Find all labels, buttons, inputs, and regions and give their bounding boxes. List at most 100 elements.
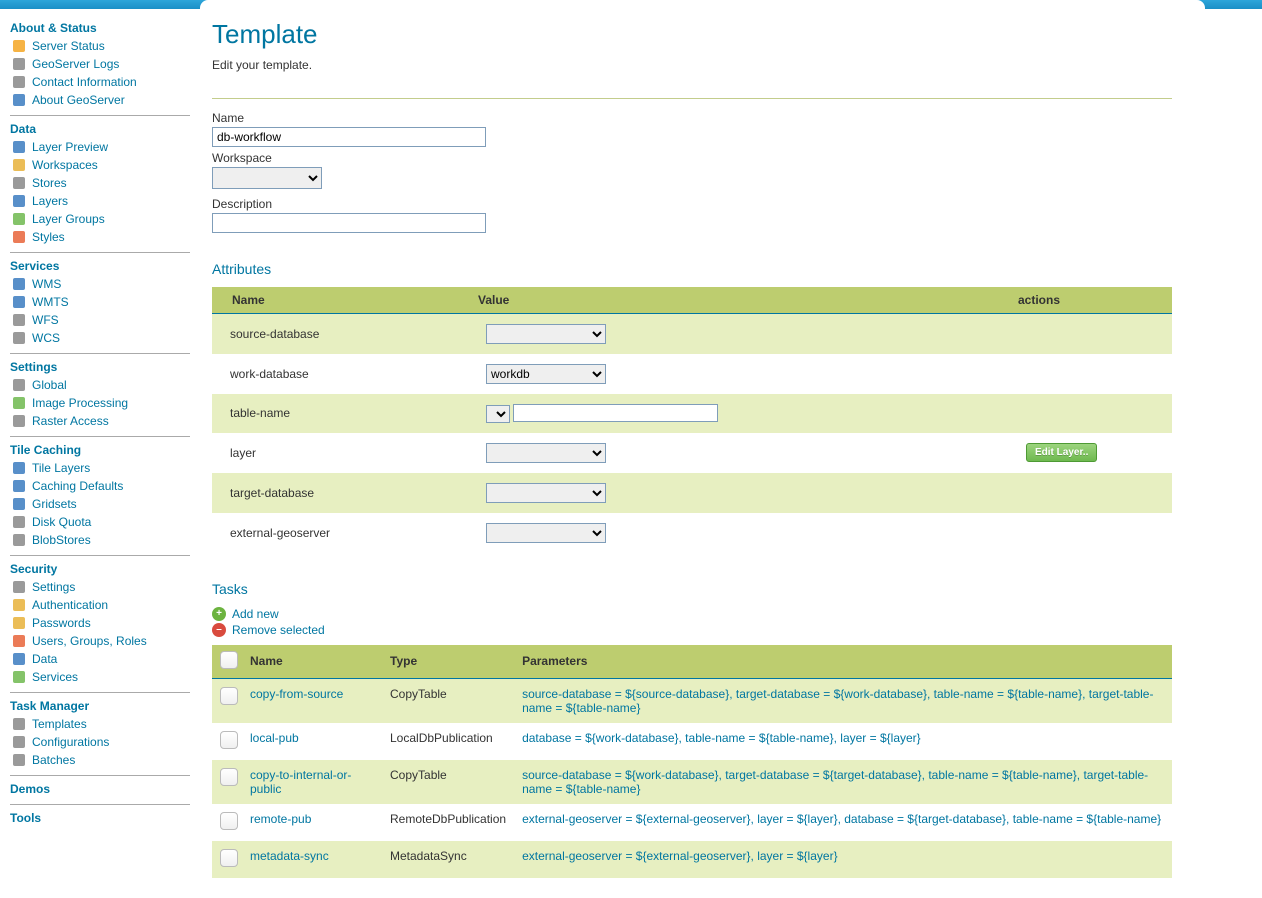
sidebar-link[interactable]: Disk Quota — [32, 514, 91, 530]
remove-selected-action[interactable]: – Remove selected — [212, 623, 1172, 637]
attr-select-external-geoserver[interactable] — [486, 523, 606, 543]
description-label: Description — [212, 197, 1172, 211]
layers-icon — [12, 194, 26, 208]
attr-row: target-database — [212, 473, 1172, 513]
attr-select-layer[interactable] — [486, 443, 606, 463]
task-checkbox[interactable] — [220, 731, 238, 749]
attr-mini-select-table-name[interactable] — [486, 405, 510, 423]
sidebar-link[interactable]: Raster Access — [32, 413, 109, 429]
sidebar-item-image-processing[interactable]: Image Processing — [10, 394, 190, 412]
sidebar-item-global[interactable]: Global — [10, 376, 190, 394]
task-name-link[interactable]: copy-from-source — [250, 687, 343, 701]
sidebar-item-authentication[interactable]: Authentication — [10, 596, 190, 614]
remove-selected-link[interactable]: Remove selected — [232, 623, 325, 637]
task-name-link[interactable]: copy-to-internal-or-public — [250, 768, 351, 796]
sidebar-item-blobstores[interactable]: BlobStores — [10, 531, 190, 549]
sidebar-item-stores[interactable]: Stores — [10, 174, 190, 192]
sidebar-item-layer-preview[interactable]: Layer Preview — [10, 138, 190, 156]
sidebar-item-caching-defaults[interactable]: Caching Defaults — [10, 477, 190, 495]
sidebar-item-styles[interactable]: Styles — [10, 228, 190, 246]
sidebar-item-tile-layers[interactable]: Tile Layers — [10, 459, 190, 477]
sidebar-link[interactable]: Users, Groups, Roles — [32, 633, 147, 649]
sidebar-item-geoserver-logs[interactable]: GeoServer Logs — [10, 55, 190, 73]
check-all[interactable] — [220, 651, 238, 669]
sidebar-link[interactable]: Data — [32, 651, 57, 667]
sidebar-link[interactable]: Contact Information — [32, 74, 137, 90]
sidebar-item-contact-information[interactable]: Contact Information — [10, 73, 190, 91]
sidebar-link[interactable]: Server Status — [32, 38, 105, 54]
task-checkbox[interactable] — [220, 849, 238, 867]
task-checkbox[interactable] — [220, 768, 238, 786]
sidebar-link[interactable]: WFS — [32, 312, 59, 328]
attr-select-work-database[interactable]: workdb — [486, 364, 606, 384]
sidebar-link[interactable]: GeoServer Logs — [32, 56, 119, 72]
sidebar-link[interactable]: Global — [32, 377, 67, 393]
sidebar-item-wfs[interactable]: WFS — [10, 311, 190, 329]
sidebar-item-raster-access[interactable]: Raster Access — [10, 412, 190, 430]
sidebar-link[interactable]: BlobStores — [32, 532, 91, 548]
attr-select-source-database[interactable] — [486, 324, 606, 344]
task-params-link[interactable]: database = ${work-database}, table-name … — [522, 731, 921, 745]
task-checkbox[interactable] — [220, 812, 238, 830]
sidebar-link[interactable]: Stores — [32, 175, 67, 191]
sidebar-link[interactable]: Passwords — [32, 615, 91, 631]
sidebar-item-data[interactable]: Data — [10, 650, 190, 668]
sidebar-item-templates[interactable]: Templates — [10, 715, 190, 733]
sidebar-link[interactable]: About GeoServer — [32, 92, 125, 108]
sidebar-link[interactable]: Layers — [32, 193, 68, 209]
task-name-link[interactable]: remote-pub — [250, 812, 311, 826]
sidebar-item-batches[interactable]: Batches — [10, 751, 190, 769]
edit-layer-button[interactable]: Edit Layer.. — [1026, 443, 1097, 462]
name-input[interactable] — [212, 127, 486, 147]
add-new-action[interactable]: + Add new — [212, 607, 1172, 621]
sidebar-item-wcs[interactable]: WCS — [10, 329, 190, 347]
sidebar-item-users-groups-roles[interactable]: Users, Groups, Roles — [10, 632, 190, 650]
sidebar-item-gridsets[interactable]: Gridsets — [10, 495, 190, 513]
task-checkbox[interactable] — [220, 687, 238, 705]
attr-text-table-name[interactable] — [513, 404, 718, 422]
sidebar-link[interactable]: WMS — [32, 276, 61, 292]
task-name-link[interactable]: local-pub — [250, 731, 299, 745]
task-params-link[interactable]: external-geoserver = ${external-geoserve… — [522, 812, 1161, 826]
sidebar-item-passwords[interactable]: Passwords — [10, 614, 190, 632]
sidebar-item-wmts[interactable]: WMTS — [10, 293, 190, 311]
sidebar-section-title: Data — [10, 118, 190, 138]
sidebar-link[interactable]: Gridsets — [32, 496, 77, 512]
workspace-select[interactable] — [212, 167, 322, 189]
attr-name: source-database — [212, 314, 470, 355]
sidebar-item-services[interactable]: Services — [10, 668, 190, 686]
sidebar-item-configurations[interactable]: Configurations — [10, 733, 190, 751]
globe-small-icon — [12, 479, 26, 493]
task-params-link[interactable]: source-database = ${source-database}, ta… — [522, 687, 1153, 715]
description-input[interactable] — [212, 213, 486, 233]
sidebar-item-layer-groups[interactable]: Layer Groups — [10, 210, 190, 228]
sidebar-item-settings[interactable]: Settings — [10, 578, 190, 596]
sidebar-link[interactable]: Services — [32, 669, 78, 685]
sidebar-link[interactable]: Batches — [32, 752, 75, 768]
sidebar-item-wms[interactable]: WMS — [10, 275, 190, 293]
sidebar-link[interactable]: Caching Defaults — [32, 478, 123, 494]
sidebar-section-title: Tools — [10, 807, 190, 827]
add-new-link[interactable]: Add new — [232, 607, 279, 621]
sidebar-link[interactable]: Authentication — [32, 597, 108, 613]
sidebar-item-disk-quota[interactable]: Disk Quota — [10, 513, 190, 531]
sidebar-link[interactable]: Layer Preview — [32, 139, 108, 155]
sidebar-link[interactable]: Settings — [32, 579, 75, 595]
sidebar-link[interactable]: Layer Groups — [32, 211, 105, 227]
wfs-icon — [12, 313, 26, 327]
sidebar-item-layers[interactable]: Layers — [10, 192, 190, 210]
task-params-link[interactable]: source-database = ${work-database}, targ… — [522, 768, 1148, 796]
sidebar-link[interactable]: WMTS — [32, 294, 69, 310]
sidebar-item-about-geoserver[interactable]: About GeoServer — [10, 91, 190, 109]
sidebar-link[interactable]: Templates — [32, 716, 87, 732]
sidebar-section-title: Services — [10, 255, 190, 275]
sidebar-link[interactable]: Image Processing — [32, 395, 128, 411]
sidebar-link[interactable]: Configurations — [32, 734, 109, 750]
sidebar-link[interactable]: WCS — [32, 330, 60, 346]
sidebar-item-server-status[interactable]: Server Status — [10, 37, 190, 55]
attr-select-target-database[interactable] — [486, 483, 606, 503]
sidebar-item-workspaces[interactable]: Workspaces — [10, 156, 190, 174]
sidebar-link[interactable]: Workspaces — [32, 157, 98, 173]
sidebar-link[interactable]: Tile Layers — [32, 460, 90, 476]
sidebar-link[interactable]: Styles — [32, 229, 65, 245]
